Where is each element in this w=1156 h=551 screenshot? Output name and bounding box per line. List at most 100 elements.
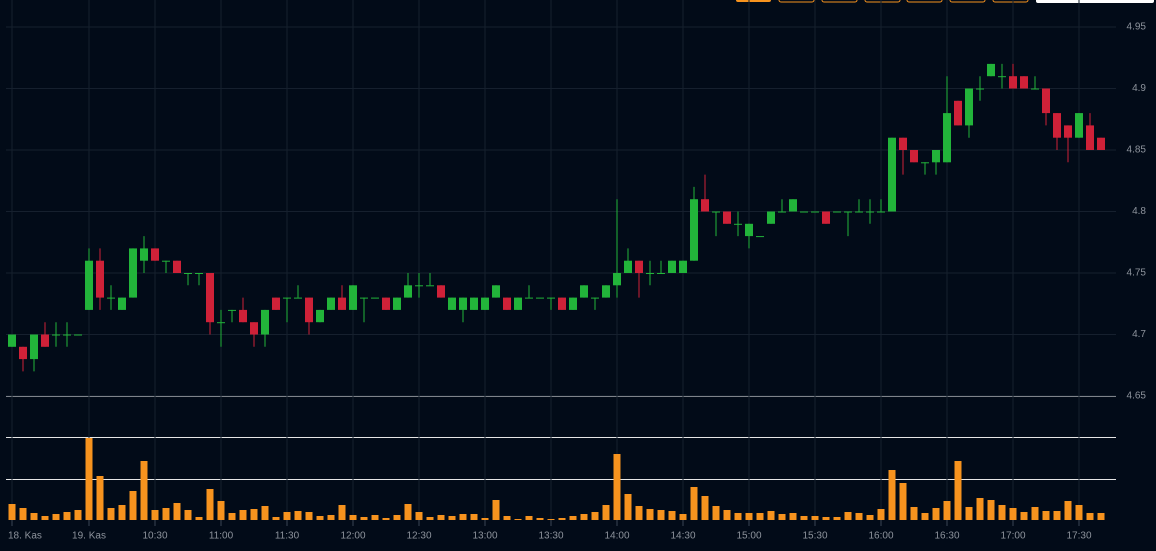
volume-bar xyxy=(30,513,38,520)
range-button[interactable] xyxy=(778,0,815,3)
x-tick-label: 11:00 xyxy=(209,531,234,542)
x-tick-label: 17:30 xyxy=(1066,531,1091,542)
volume-bar xyxy=(1042,511,1050,520)
candle-body xyxy=(217,322,225,324)
volume-bar xyxy=(382,518,390,520)
candle-body xyxy=(745,223,753,237)
volume-bar xyxy=(437,515,445,520)
volume-bar xyxy=(459,514,467,520)
volume-bar xyxy=(393,515,401,520)
volume-bar xyxy=(470,514,478,520)
volume-bar xyxy=(316,516,324,520)
candle-body xyxy=(580,285,588,298)
candle-body xyxy=(657,273,665,274)
candle-body xyxy=(63,334,71,336)
volume-bar xyxy=(426,517,434,520)
volume-bar xyxy=(19,508,27,520)
candle-body xyxy=(316,309,324,323)
date-input[interactable] xyxy=(1036,0,1154,3)
candle-body xyxy=(85,260,93,310)
volume-bar xyxy=(74,510,82,520)
candle-body xyxy=(613,273,621,286)
x-tick-label: 13:30 xyxy=(538,531,563,542)
candle-body xyxy=(767,211,775,224)
grid xyxy=(6,0,1116,526)
candle-body xyxy=(96,260,104,298)
candle-body xyxy=(437,285,445,298)
x-tick-label: 12:30 xyxy=(406,531,431,542)
volume-bar xyxy=(800,516,808,520)
candle-body xyxy=(866,211,874,213)
volume-bar xyxy=(1075,505,1083,520)
candle-body xyxy=(272,297,280,310)
candle-body xyxy=(976,88,984,90)
candle-body xyxy=(107,297,115,299)
volume-bar xyxy=(481,518,489,520)
volume-bar xyxy=(1064,501,1072,520)
volume-bar xyxy=(1009,508,1017,520)
candle-body xyxy=(899,137,907,150)
volume-bar xyxy=(151,510,159,520)
volume-bar xyxy=(811,516,819,520)
y-tick-label: 4.8 xyxy=(1132,206,1146,217)
candle-body xyxy=(624,260,632,273)
volume-bar xyxy=(525,516,533,520)
volume-bar xyxy=(118,505,126,520)
candle-body xyxy=(844,211,852,213)
volume-bar xyxy=(294,511,302,520)
volume-bar xyxy=(250,509,258,520)
volume-bar xyxy=(613,454,621,520)
volume-bar xyxy=(756,513,764,520)
volume-bar xyxy=(371,515,379,520)
candle-body xyxy=(888,137,896,212)
volume-bar xyxy=(657,510,665,520)
range-button[interactable] xyxy=(821,0,858,3)
candle-body xyxy=(74,334,82,336)
volume-bar xyxy=(503,516,511,520)
x-tick-label: 10:30 xyxy=(142,531,167,542)
candle-body xyxy=(569,297,577,310)
volume-bar xyxy=(85,438,93,520)
volume-bar xyxy=(833,517,841,520)
candle-body xyxy=(41,334,49,347)
candle-body xyxy=(987,63,995,77)
volume-bar xyxy=(261,506,269,520)
candle-body xyxy=(547,297,555,299)
volume-bar xyxy=(547,519,555,520)
candle-body xyxy=(668,260,676,273)
candle-body xyxy=(712,211,720,213)
candle-body xyxy=(1075,113,1083,138)
candle-body xyxy=(1053,113,1061,138)
candle-body xyxy=(1064,125,1072,138)
x-tick-label: 16:30 xyxy=(934,531,959,542)
candle-body xyxy=(1031,88,1039,90)
range-button[interactable] xyxy=(949,0,986,3)
x-tick-label: 15:00 xyxy=(736,531,761,542)
volume-bar xyxy=(866,515,874,520)
x-tick-label: 14:00 xyxy=(604,531,629,542)
volume-bar xyxy=(349,515,357,520)
range-button[interactable] xyxy=(992,0,1029,3)
candle-body xyxy=(789,199,797,212)
volume-bar xyxy=(844,512,852,520)
candle-body xyxy=(382,297,390,310)
candle-body xyxy=(305,297,313,323)
candle-body xyxy=(151,248,159,261)
candle-body xyxy=(778,211,786,213)
range-button[interactable] xyxy=(736,0,771,2)
range-buttons[interactable] xyxy=(736,0,1154,3)
candle-body xyxy=(470,297,478,310)
candle-body xyxy=(503,297,511,310)
candle-body xyxy=(481,297,489,310)
range-button[interactable] xyxy=(864,0,901,3)
range-button[interactable] xyxy=(906,0,943,3)
candle-body xyxy=(1042,88,1050,114)
candle-body xyxy=(965,88,973,126)
candle-body xyxy=(448,297,456,310)
volume-bar xyxy=(965,507,973,520)
candle-body xyxy=(943,113,951,163)
candle-body xyxy=(349,285,357,310)
volume-bar xyxy=(217,501,225,520)
candle-body xyxy=(140,248,148,261)
candle-body xyxy=(855,211,863,213)
